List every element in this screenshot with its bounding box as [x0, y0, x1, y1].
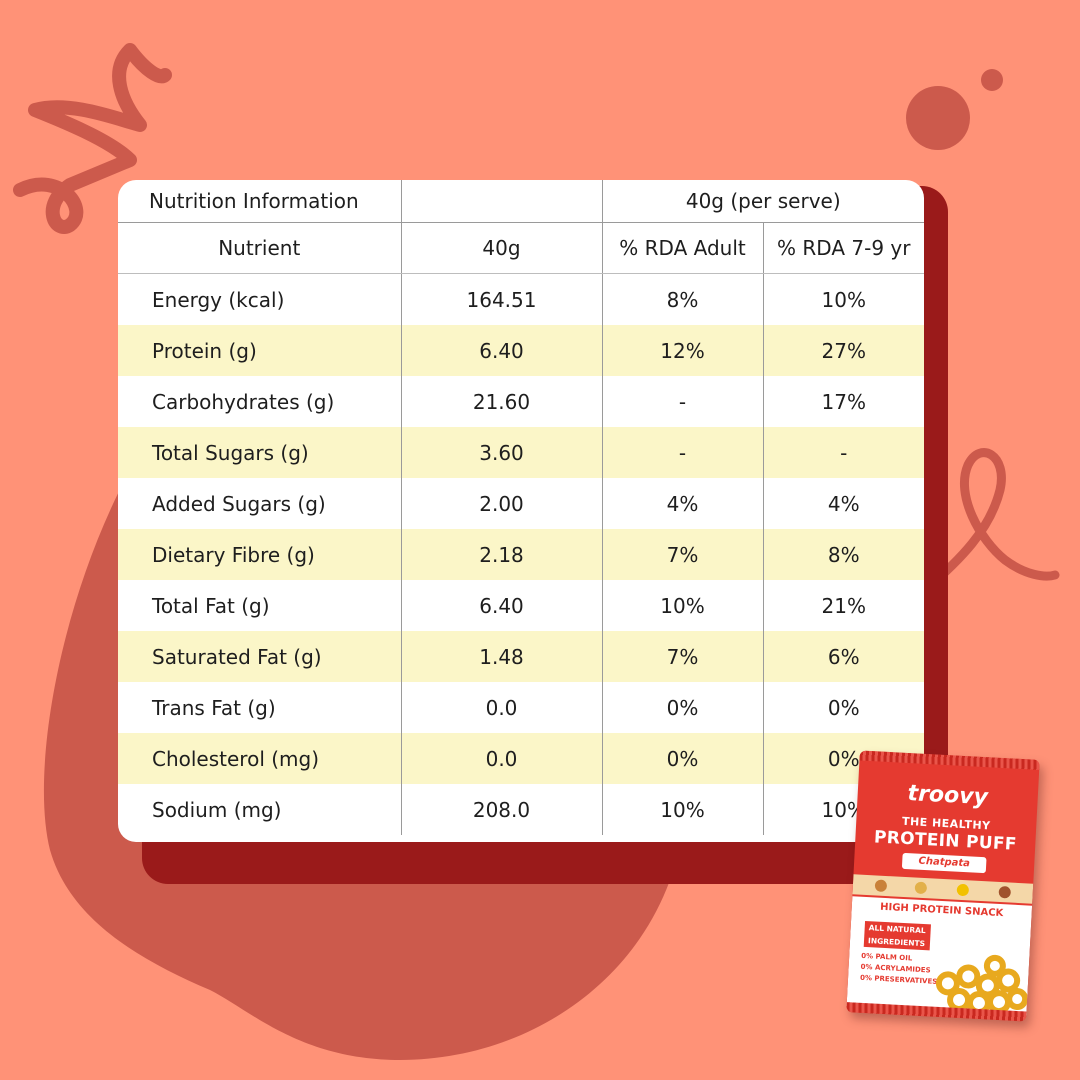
rda-kids: 27%: [762, 325, 924, 376]
nutrient-name: Dietary Fibre (g): [118, 529, 401, 580]
rda-kids: 4%: [762, 478, 924, 529]
rda-adult: 0%: [601, 682, 763, 733]
nutrition-card: Nutrition Information 40g (per serve) Nu…: [118, 180, 924, 842]
pack-natural-badge: ALL NATURAL INGREDIENTS: [863, 920, 931, 951]
nutrient-amount: 6.40: [400, 580, 602, 631]
nutrient-amount: 0.0: [400, 682, 602, 733]
table-row: Energy (kcal) 164.51 8% 10%: [118, 273, 924, 325]
rda-kids: -: [762, 427, 924, 478]
nutrient-amount: 2.18: [400, 529, 602, 580]
nutrient-amount: 3.60: [400, 427, 602, 478]
nutrient-amount: 164.51: [400, 273, 602, 325]
rda-kids: 8%: [762, 529, 924, 580]
ingredient-icon: [956, 883, 970, 897]
rda-adult: 10%: [601, 580, 763, 631]
product-pack-image: troovy THE HEALTHY PROTEIN PUFF Chatpata…: [846, 750, 1040, 1022]
nutrient-name: Energy (kcal): [152, 287, 285, 312]
table-row: Saturated Fat (g) 1.48 7% 6%: [118, 631, 924, 682]
rda-adult: 10%: [601, 784, 763, 835]
table-row: Dietary Fibre (g) 2.18 7% 8%: [118, 529, 924, 580]
nutrient-amount: 0.0: [400, 733, 602, 784]
rda-adult: 7%: [601, 631, 763, 682]
nutrient-name: Carbohydrates (g): [152, 389, 335, 414]
ingredient-icon: [914, 881, 928, 895]
rda-adult: -: [601, 427, 763, 478]
rda-adult: 7%: [601, 529, 763, 580]
table-row: Trans Fat (g) 0.0 0% 0%: [118, 682, 924, 733]
table-row: Protein (g) 6.40 12% 27%: [118, 325, 924, 376]
table-row: Carbohydrates (g) 21.60 - 17%: [118, 376, 924, 427]
nutrient-name: Total Sugars (g): [118, 427, 401, 478]
nutrient-name: Total Fat (g): [152, 593, 270, 618]
rda-kids: 6%: [762, 631, 924, 682]
nutrient-name: Added Sugars (g): [152, 491, 326, 516]
nutrient-name: Trans Fat (g): [152, 695, 276, 720]
rda-kids: 10%: [762, 273, 924, 325]
table-row: Cholesterol (mg) 0.0 0% 0%: [118, 733, 924, 784]
rda-kids: 17%: [762, 376, 924, 427]
nutrient-name: Cholesterol (mg): [118, 733, 401, 784]
table-title: Nutrition Information: [118, 180, 401, 223]
nutrient-amount: 6.40: [400, 325, 602, 376]
rda-adult: 8%: [601, 273, 763, 325]
rda-kids: 0%: [762, 682, 924, 733]
table-row: Total Sugars (g) 3.60 - -: [118, 427, 924, 478]
ingredient-icon: [874, 879, 888, 893]
nutrient-amount: 2.00: [400, 478, 602, 529]
header-rda-kids: % RDA 7-9 yr: [762, 222, 924, 274]
table-title-row: Nutrition Information 40g (per serve): [118, 180, 924, 223]
nutrition-table: Nutrition Information 40g (per serve) Nu…: [118, 180, 924, 835]
nutrient-name: Saturated Fat (g): [118, 631, 401, 682]
pack-zero-claims: 0% PALM OIL 0% ACRYLAMIDES 0% PRESERVATI…: [860, 951, 939, 988]
table-row: Sodium (mg) 208.0 10% 10%: [118, 784, 924, 835]
header-amount: 40g: [400, 222, 602, 274]
nutrient-amount: 21.60: [400, 376, 602, 427]
header-nutrient: Nutrient: [118, 222, 401, 274]
pack-puffs-illustration: [935, 954, 1029, 1016]
rda-kids: 21%: [762, 580, 924, 631]
nutrient-name: Sodium (mg): [152, 797, 282, 822]
nutrient-name: Protein (g): [118, 325, 401, 376]
header-rda-adult: % RDA Adult: [601, 222, 763, 274]
pack-brand-logo: troovy: [906, 781, 989, 811]
title-empty-cell: [400, 180, 602, 223]
rda-adult: -: [601, 376, 763, 427]
ingredient-icon: [998, 885, 1012, 899]
rda-adult: 12%: [601, 325, 763, 376]
nutrient-amount: 208.0: [400, 784, 602, 835]
rda-adult: 4%: [601, 478, 763, 529]
loop-right: [920, 448, 1060, 595]
rda-adult: 0%: [601, 733, 763, 784]
squiggle-top-left: [13, 43, 172, 234]
nutrient-amount: 1.48: [400, 631, 602, 682]
circle-small: [981, 69, 1003, 91]
table-row: Total Fat (g) 6.40 10% 21%: [118, 580, 924, 631]
circle-large: [906, 86, 970, 150]
table-header-row: Nutrient 40g % RDA Adult % RDA 7-9 yr: [118, 222, 924, 274]
per-serve-header: 40g (per serve): [601, 180, 924, 223]
table-row: Added Sugars (g) 2.00 4% 4%: [118, 478, 924, 529]
pack-flavor: Chatpata: [901, 852, 987, 874]
